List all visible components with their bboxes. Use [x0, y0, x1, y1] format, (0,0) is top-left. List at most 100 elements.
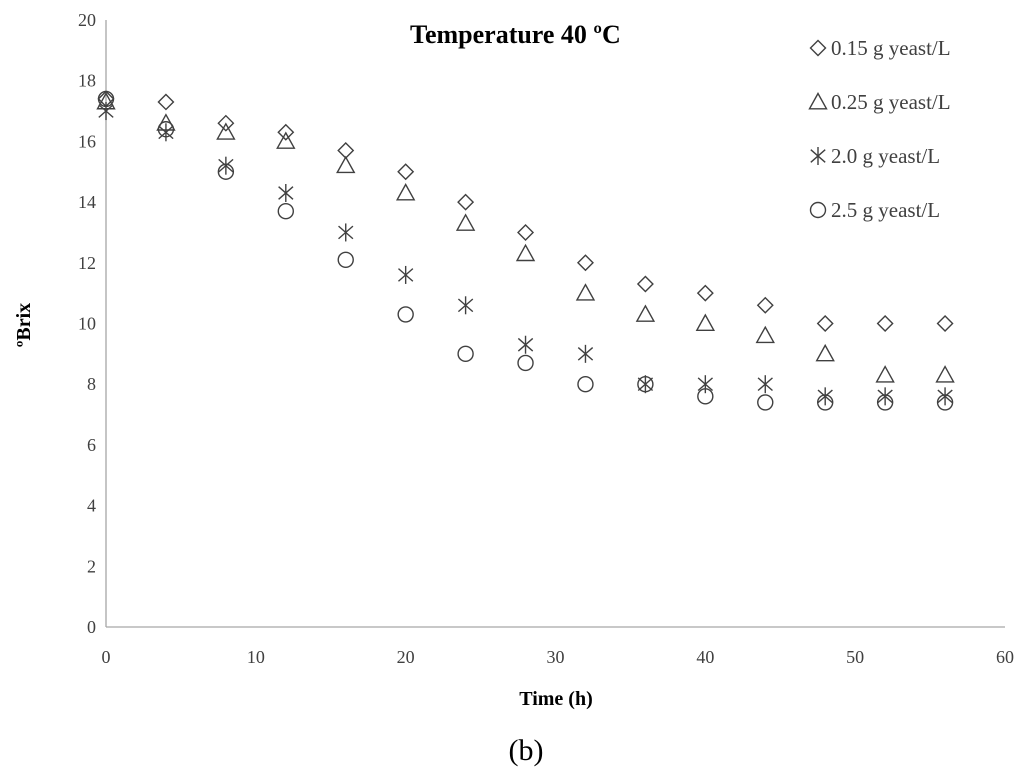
y-tick-label: 2 [87, 556, 96, 576]
data-point [337, 251, 354, 268]
legend-item: 2.5 g yeast/L [809, 198, 940, 222]
data-point [457, 193, 475, 211]
legend-item: 0.15 g yeast/L [809, 36, 951, 60]
data-point [517, 354, 534, 372]
data-point [97, 90, 115, 108]
x-tick-label: 40 [696, 647, 714, 667]
legend: 0.15 g yeast/L 0.25 g yeast/L 2.0 g yeast/… [808, 36, 951, 222]
legend-label: 0.15 g yeast/L [831, 36, 951, 60]
data-point [98, 102, 114, 121]
data-point [398, 265, 414, 284]
x-tick-label: 50 [846, 647, 864, 667]
y-tick-label: 4 [87, 496, 96, 516]
data-point [217, 163, 235, 180]
y-tick-label: 16 [78, 131, 96, 151]
x-tick-label: 0 [102, 647, 111, 667]
data-point [637, 375, 654, 394]
data-point [757, 375, 773, 394]
data-point [397, 306, 414, 323]
data-point [756, 296, 774, 314]
y-tick-label: 12 [78, 253, 96, 273]
data-point [935, 365, 955, 383]
data-point [817, 387, 833, 406]
data-point [876, 394, 894, 411]
data-point [397, 163, 415, 181]
data-point [817, 394, 834, 411]
y-tick-label: 8 [87, 374, 96, 394]
series-circle [97, 90, 954, 411]
y-tick-label: 6 [87, 435, 96, 455]
legend-marker [810, 147, 826, 165]
x-tick-label: 30 [547, 647, 565, 667]
data-point [218, 156, 234, 175]
data-point [338, 223, 354, 242]
data-points [96, 90, 955, 411]
legend-label: 0.25 g yeast/L [831, 90, 951, 114]
data-point [217, 114, 235, 132]
legend-item: 2.0 g yeast/L [810, 144, 940, 168]
data-point [577, 344, 594, 363]
legend-marker [808, 92, 828, 110]
legend-label: 2.0 g yeast/L [831, 144, 940, 168]
data-point [157, 121, 175, 138]
y-tick-label: 0 [87, 617, 96, 637]
data-point [637, 376, 654, 393]
series-triangle [96, 92, 955, 383]
x-tick-label: 20 [397, 647, 415, 667]
data-point [876, 315, 894, 332]
series-asterisk [98, 102, 953, 406]
y-tick-label: 14 [78, 192, 96, 212]
y-tick-label: 18 [78, 71, 96, 91]
data-point [276, 131, 296, 149]
x-tick-label: 10 [247, 647, 265, 667]
data-point [457, 296, 474, 315]
data-point [216, 122, 236, 140]
x-tick-label: 60 [996, 647, 1014, 667]
data-point [517, 335, 534, 354]
data-point [875, 365, 895, 383]
data-point [936, 394, 954, 411]
data-point [278, 183, 294, 202]
data-point [937, 387, 953, 406]
data-point [517, 223, 535, 241]
panel-label: (b) [509, 734, 544, 767]
data-point [577, 376, 594, 393]
data-point [575, 283, 596, 301]
y-tick-label: 10 [78, 314, 96, 334]
axes [105, 20, 1005, 628]
data-point [576, 254, 594, 272]
legend-marker [809, 201, 827, 219]
y-tick-labels: 0 2 4 6 8 10 12 14 16 18 20 [78, 10, 96, 637]
y-tick-label: 20 [78, 10, 96, 30]
y-axis-title: ºBrix [13, 303, 35, 347]
data-point [697, 388, 714, 405]
data-point [158, 123, 174, 142]
data-point [695, 313, 716, 331]
data-point [816, 315, 834, 332]
data-point [157, 93, 175, 111]
data-point [277, 123, 295, 141]
data-point [395, 183, 416, 201]
data-point [815, 343, 835, 362]
x-tick-labels: 0 10 20 30 40 50 60 [102, 647, 1015, 667]
data-point [455, 213, 476, 231]
legend-marker [809, 39, 827, 57]
data-point [936, 315, 954, 332]
data-point [696, 284, 714, 302]
data-point [757, 394, 774, 411]
data-point [877, 387, 893, 406]
data-point [755, 325, 775, 344]
data-point [636, 275, 654, 293]
data-point [457, 345, 474, 363]
data-point [515, 243, 536, 262]
data-point [336, 155, 356, 174]
data-point [697, 375, 713, 394]
x-axis-title: Time (h) [519, 688, 593, 710]
chart-title: Temperature 40 ºC [410, 20, 621, 49]
data-point [277, 203, 294, 220]
legend-label: 2.5 g yeast/L [831, 198, 940, 222]
series-diamond [97, 90, 954, 332]
data-point [635, 304, 656, 322]
legend-item: 0.25 g yeast/L [808, 90, 951, 114]
